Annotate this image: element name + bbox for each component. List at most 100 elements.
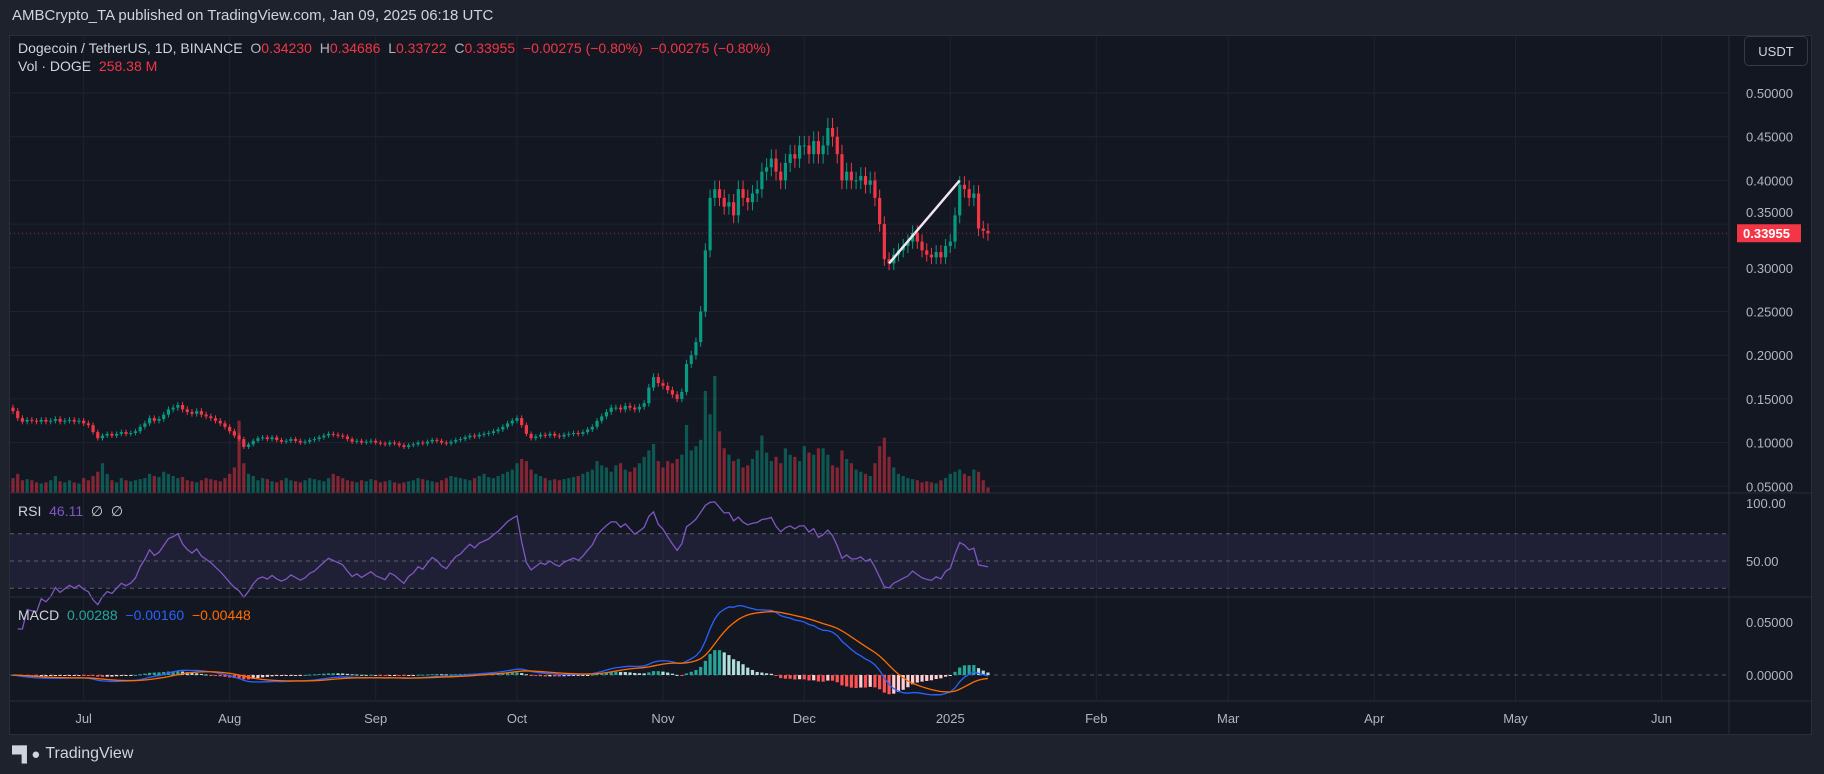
candle-body (647, 387, 651, 404)
chart-panel[interactable] (9, 35, 1812, 735)
macd-histogram-bar (265, 675, 269, 677)
currency-button[interactable]: USDT (1744, 36, 1808, 66)
time-axis-label: 2025 (936, 711, 965, 726)
rsi-label[interactable]: RSI (18, 503, 42, 519)
candle-body (666, 385, 670, 391)
candle-body (557, 435, 561, 437)
macd-histogram-bar (543, 675, 547, 677)
volume-bar (251, 475, 255, 493)
candle-body (308, 439, 312, 442)
volume-bar (20, 480, 25, 493)
volume-bar (783, 448, 788, 493)
macd-histogram-bar (251, 675, 255, 679)
candle-body (581, 432, 585, 434)
candle-body (392, 442, 397, 444)
candle-body (534, 436, 538, 439)
macd-histogram-bar (199, 673, 203, 675)
volume-bar (331, 473, 335, 493)
candle-body (882, 224, 886, 260)
volume-bar (614, 465, 618, 493)
volume-bar (520, 458, 524, 493)
candle-body (600, 416, 604, 421)
macd-signal-value: −0.00448 (191, 607, 251, 623)
volume-bar (312, 479, 317, 493)
candle-body (242, 439, 246, 447)
candle-body (454, 439, 458, 442)
candle-body (96, 432, 100, 439)
volume-bar (925, 481, 929, 493)
volume-label[interactable]: Vol · DOGE (18, 58, 92, 74)
macd-histogram-bar (392, 675, 397, 676)
volume-bar (364, 481, 368, 493)
volume-bar (430, 481, 434, 493)
macd-histogram-bar (204, 674, 208, 676)
volume-bar (600, 465, 604, 493)
volume-bar (472, 478, 477, 493)
macd-histogram-bar (63, 675, 67, 676)
candle-body (232, 431, 236, 436)
macd-histogram-bar (755, 671, 759, 675)
candle-body (732, 202, 736, 216)
macd-histogram-bar (176, 671, 180, 675)
macd-histogram-bar (53, 675, 57, 676)
volume-bar (392, 482, 397, 493)
macd-histogram-bar (571, 675, 576, 676)
volume-bar (58, 481, 62, 493)
macd-histogram-bar (727, 655, 731, 675)
tradingview-brand[interactable]: ▀▌● TradingView (12, 745, 133, 763)
volume-bar (722, 448, 726, 493)
candle-body (633, 407, 637, 410)
candle-body (760, 171, 764, 190)
macd-histogram-bar (976, 668, 981, 675)
candle-body (595, 420, 599, 427)
candle-body (637, 406, 642, 410)
candle-body (939, 252, 943, 258)
macd-histogram-bar (529, 675, 533, 676)
candle-body (727, 202, 731, 207)
macd-line (12, 604, 989, 696)
volume-bar (553, 479, 557, 493)
macd-histogram-bar (962, 665, 967, 675)
macd-label[interactable]: MACD (18, 607, 60, 623)
volume-bar (557, 480, 561, 493)
macd-histogram-bar (986, 672, 990, 675)
volume-bar (887, 456, 891, 493)
candle-body (722, 197, 726, 207)
volume-bar (308, 478, 312, 493)
volume-bar (618, 463, 623, 493)
macd-histogram-bar (44, 675, 48, 677)
candle-body (322, 435, 326, 438)
macd-histogram-bar (741, 664, 745, 675)
macd-histogram-bar (878, 675, 882, 690)
volume-bar (849, 463, 853, 493)
candle-body (303, 441, 307, 443)
candle-body (981, 228, 985, 231)
macd-histogram-bar (760, 672, 764, 675)
volume-bar (647, 450, 651, 493)
candle-body (147, 418, 152, 424)
time-axis-label: Nov (651, 711, 675, 726)
time-axis-label: Feb (1085, 711, 1107, 726)
volume-bar (63, 482, 67, 493)
volume-bar (265, 479, 269, 493)
volume-bar (82, 478, 86, 493)
candle-body (689, 355, 693, 364)
volume-bar (421, 479, 425, 493)
candle-body (713, 189, 717, 198)
volume-bar (425, 480, 430, 493)
high-value: 0.34686 (329, 40, 381, 56)
volume-bar (411, 480, 415, 493)
volume-bar (713, 376, 717, 493)
volume-bar (317, 480, 321, 493)
volume-bar (105, 473, 109, 493)
macd-histogram-bar (355, 674, 359, 676)
price-axis-label: 0.50000 (1746, 86, 1793, 101)
symbol-name[interactable]: Dogecoin / TetherUS, 1D, BINANCE (18, 40, 243, 56)
macd-histogram-bar (576, 675, 580, 676)
volume-bar (529, 469, 533, 493)
volume-bar (298, 482, 302, 493)
macd-histogram-bar (651, 671, 656, 675)
volume-bar (501, 473, 505, 493)
macd-legend: MACD 0.00288 −0.00160 −0.00448 (18, 607, 251, 623)
